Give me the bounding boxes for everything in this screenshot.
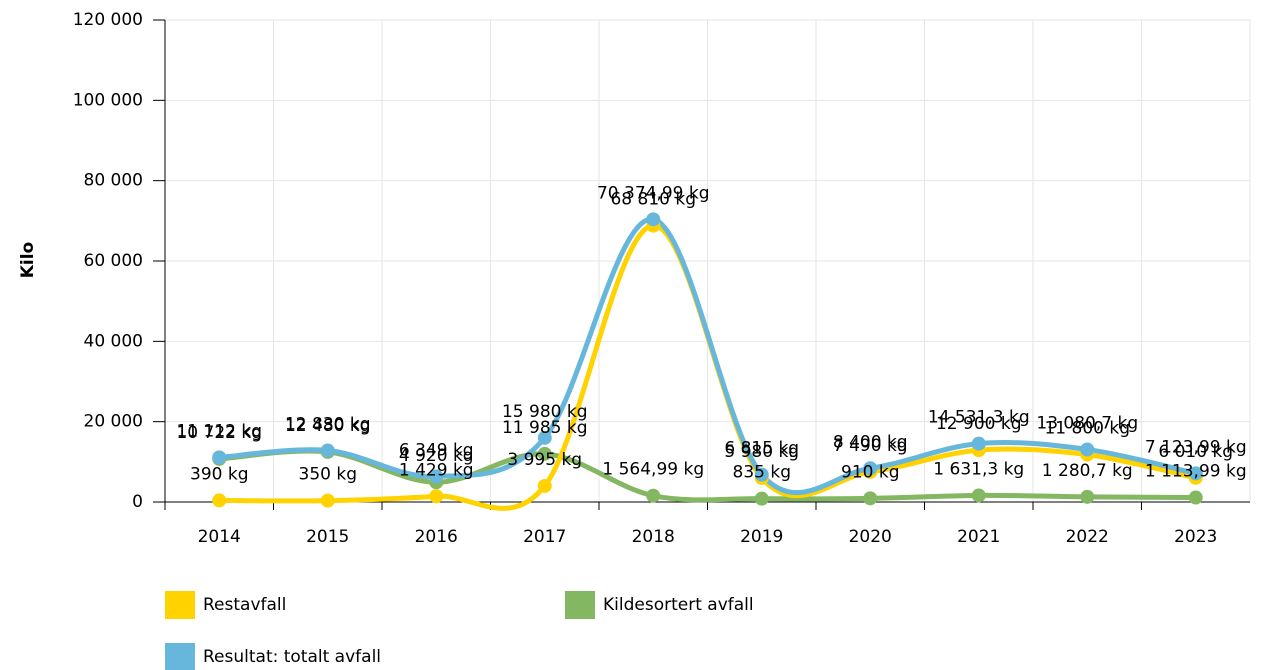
- data-point: [1188, 466, 1203, 481]
- data-label: 11 112 kg: [176, 421, 262, 441]
- data-label: 12 480 kg: [285, 416, 371, 436]
- series-line: [219, 448, 1196, 503]
- y-axis-title: Kilo: [18, 242, 38, 279]
- series-line: [219, 216, 1197, 496]
- data-label: 350 kg: [299, 465, 358, 485]
- data-label: 10 722 kg: [176, 423, 262, 443]
- legend-label: Restavfall: [203, 595, 286, 615]
- y-tick-label: 120 000: [73, 10, 143, 30]
- data-point: [537, 446, 552, 461]
- data-label: 3 995 kg: [507, 450, 582, 470]
- x-tick-label: 2016: [415, 527, 458, 547]
- data-label: 8 400 kg: [833, 432, 908, 452]
- x-tick-label: 2020: [849, 527, 892, 547]
- data-label: 13 080,7 kg: [1036, 413, 1138, 433]
- y-tick-label: 100 000: [73, 90, 143, 110]
- data-label: 68 810 kg: [610, 190, 696, 210]
- data-label: 15 980 kg: [502, 402, 588, 422]
- data-point: [537, 430, 552, 445]
- data-point: [863, 461, 878, 476]
- data-label: 5 980 kg: [724, 442, 799, 462]
- legend-swatch: [165, 643, 195, 670]
- data-label: 1 564,99 kg: [602, 460, 704, 480]
- data-label: 6 010 kg: [1158, 442, 1233, 462]
- legend-swatch: [565, 591, 595, 619]
- data-label: 910 kg: [841, 462, 900, 482]
- data-point: [754, 467, 769, 482]
- legend-swatch: [165, 591, 195, 619]
- data-label: 11 985 kg: [502, 418, 588, 438]
- data-point: [429, 469, 444, 484]
- y-tick-label: 60 000: [84, 251, 143, 271]
- data-label: 70 374,99 kg: [597, 183, 710, 203]
- data-label: 390 kg: [190, 464, 249, 484]
- data-label: 1 429 kg: [399, 460, 474, 480]
- legend-label: Resultat: totalt avfall: [203, 647, 381, 667]
- data-label: 12 900 kg: [936, 414, 1022, 434]
- data-label: 4 920 kg: [399, 446, 474, 466]
- data-point: [212, 493, 227, 508]
- data-label: 7 123,99 kg: [1145, 437, 1247, 457]
- data-point: [429, 489, 444, 504]
- y-tick-label: 80 000: [84, 171, 143, 191]
- data-label: 1 113,99 kg: [1145, 462, 1247, 482]
- data-label: 1 631,3 kg: [933, 459, 1024, 479]
- x-tick-label: 2018: [632, 527, 675, 547]
- data-label: 835 kg: [733, 463, 792, 483]
- data-label: 6 815 kg: [724, 439, 799, 459]
- data-label: 6 349 kg: [399, 440, 474, 460]
- data-point: [971, 436, 986, 451]
- data-point: [971, 488, 986, 503]
- y-tick-label: 40 000: [84, 331, 143, 351]
- data-point: [863, 491, 878, 506]
- data-label: 11 800 kg: [1044, 419, 1130, 439]
- x-tick-label: 2015: [306, 527, 349, 547]
- data-point: [212, 450, 227, 465]
- x-tick-label: 2017: [523, 527, 566, 547]
- data-point: [754, 491, 769, 506]
- x-tick-label: 2014: [198, 527, 241, 547]
- data-point: [646, 488, 661, 503]
- data-label: 7 490 kg: [833, 436, 908, 456]
- data-label: 12 830 kg: [285, 414, 371, 434]
- data-point: [646, 212, 661, 227]
- data-point: [320, 493, 335, 508]
- x-tick-label: 2022: [1066, 527, 1109, 547]
- y-tick-label: 20 000: [84, 412, 143, 432]
- x-tick-label: 2019: [740, 527, 783, 547]
- y-tick-label: 0: [132, 492, 143, 512]
- legend-label: Kildesortert avfall: [603, 595, 754, 615]
- data-point: [1080, 442, 1095, 457]
- data-point: [537, 478, 552, 493]
- data-label: 14 531,3 kg: [928, 408, 1030, 428]
- data-point: [1080, 489, 1095, 504]
- x-tick-label: 2021: [957, 527, 1000, 547]
- data-point: [320, 443, 335, 458]
- x-tick-label: 2023: [1174, 527, 1217, 547]
- data-point: [1188, 490, 1203, 505]
- data-label: 1 280,7 kg: [1042, 461, 1133, 481]
